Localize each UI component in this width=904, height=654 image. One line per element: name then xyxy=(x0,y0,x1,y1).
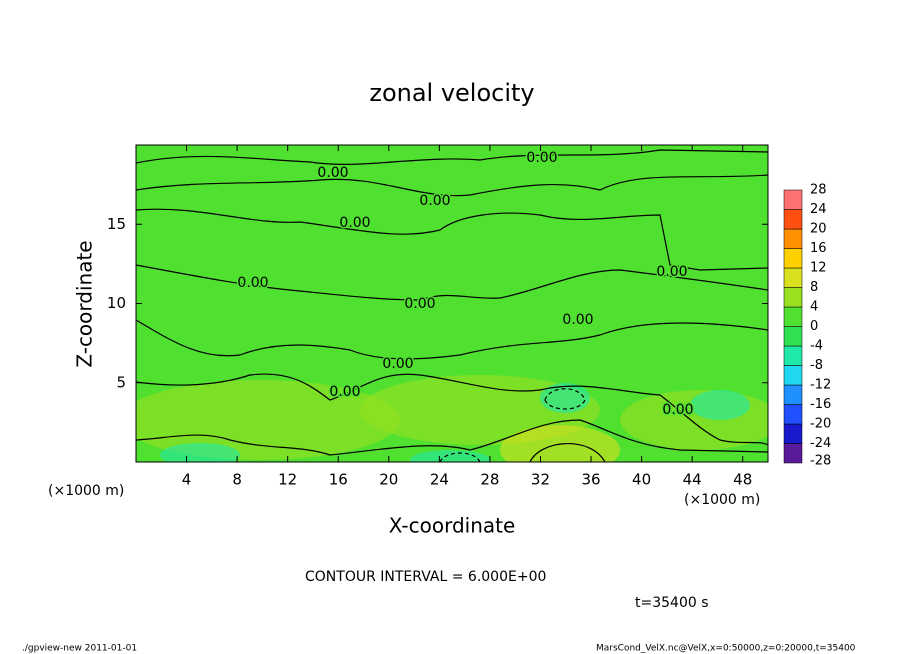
colorbar-label: 20 xyxy=(810,222,827,237)
x-tick-label: 12 xyxy=(278,471,297,489)
contour-line xyxy=(439,452,481,462)
x-tick-label: 8 xyxy=(232,471,242,489)
footer-left: ./gpview-new 2011-01-01 xyxy=(22,644,137,654)
footer-right: MarsCond_VelX.nc@VelX,x=0:50000,z=0:2000… xyxy=(596,644,856,654)
contour-label: 0.00 xyxy=(562,312,593,328)
x-tick-label: 40 xyxy=(632,471,651,489)
contour-line xyxy=(136,419,768,456)
colorbar-label: 12 xyxy=(810,261,827,276)
field-blob xyxy=(136,380,400,460)
colorbar-bin xyxy=(783,443,803,464)
x-tick-label: 36 xyxy=(581,471,600,489)
y-tick-label: 5 xyxy=(116,373,126,391)
colorbar-label: 4 xyxy=(810,300,818,315)
x-tick-label: 16 xyxy=(329,471,348,489)
x-tick-label: 28 xyxy=(480,471,499,489)
colorbar-label: -12 xyxy=(810,378,831,393)
y-tick-label: 10 xyxy=(107,294,126,312)
colorbar-bin xyxy=(783,345,803,366)
colorbar-bin xyxy=(783,326,803,347)
field-blob xyxy=(690,390,750,420)
contour-line xyxy=(136,149,768,165)
x-tick-label: 4 xyxy=(182,471,192,489)
colorbar-label: -28 xyxy=(810,454,831,469)
contour-label: 0.00 xyxy=(339,215,370,231)
field-blob xyxy=(160,443,240,462)
colorbar-label: 8 xyxy=(810,280,818,295)
colorbar-bin xyxy=(783,423,803,444)
contour-label: 0.00 xyxy=(404,296,435,312)
colorbar-label: 24 xyxy=(810,202,827,217)
colorbar-bin xyxy=(783,248,803,269)
time-label: t=35400 s xyxy=(635,595,709,611)
field xyxy=(136,375,768,462)
contour-line xyxy=(136,174,768,197)
colorbar-bin xyxy=(783,189,803,210)
colorbar-label: -20 xyxy=(810,417,831,432)
colorbar-label: 28 xyxy=(810,183,827,198)
contour-label: 0.00 xyxy=(329,384,360,400)
colorbar-bin xyxy=(783,287,803,308)
x-tick-label: 20 xyxy=(379,471,398,489)
contour-line xyxy=(136,264,768,301)
contour-label: 0.00 xyxy=(317,165,348,181)
field-blob xyxy=(410,450,490,462)
y-unit-label: (×1000 m) xyxy=(48,483,124,499)
contour-label: 0.00 xyxy=(237,275,268,291)
y-tick-label: 15 xyxy=(107,215,126,233)
contour-line xyxy=(529,443,606,462)
contour-label: 0.00 xyxy=(656,264,687,280)
contour-line xyxy=(136,208,768,271)
colorbar-label: -4 xyxy=(810,339,823,354)
y-axis-label: Z-coordinate xyxy=(73,240,97,367)
contour-label: 0.00 xyxy=(526,150,557,166)
x-tick-label: 48 xyxy=(733,471,752,489)
colorbar-bin xyxy=(783,228,803,249)
colorbar-label: -16 xyxy=(810,397,831,412)
colorbar-bin xyxy=(783,267,803,288)
x-tick-label: 32 xyxy=(531,471,550,489)
contour-line xyxy=(136,319,768,360)
x-tick-label: 44 xyxy=(683,471,702,489)
colorbar-bin xyxy=(783,404,803,425)
contour-interval: CONTOUR INTERVAL = 6.000E+00 xyxy=(305,569,546,585)
x-tick-label: 24 xyxy=(430,471,449,489)
colorbar-bin xyxy=(783,306,803,327)
colorbar-bin xyxy=(783,384,803,405)
colorbar-label: -8 xyxy=(810,358,823,373)
colorbar-label: 0 xyxy=(810,319,818,334)
field-blob xyxy=(540,383,590,413)
x-axis-label: X-coordinate xyxy=(389,514,516,538)
contour-label: 0.00 xyxy=(382,356,413,372)
colorbar-label: 16 xyxy=(810,241,827,256)
field-blob xyxy=(500,425,620,462)
contour-label: 0.00 xyxy=(662,402,693,418)
x-unit-label: (×1000 m) xyxy=(684,492,760,508)
contour-line xyxy=(136,373,768,446)
contour-label: 0.00 xyxy=(419,193,450,209)
chart-title: zonal velocity xyxy=(369,79,534,107)
colorbar-label: -24 xyxy=(810,436,831,451)
contours xyxy=(136,149,768,462)
colorbar-bin xyxy=(783,209,803,230)
colorbar-bin xyxy=(783,365,803,386)
